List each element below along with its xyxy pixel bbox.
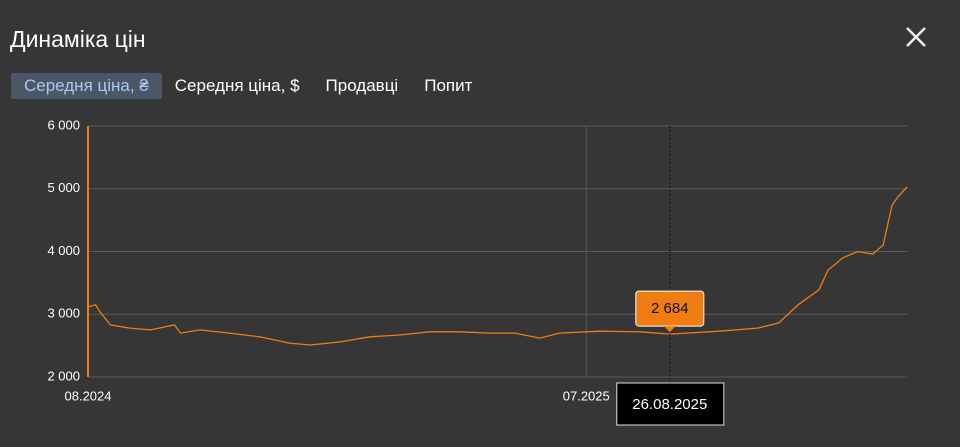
y-tick-label: 5 000 [47, 180, 80, 195]
tab[interactable]: Середня ціна, $ [174, 76, 300, 95]
date-box [616, 382, 725, 426]
x-tick-label: 07.2025 [563, 388, 610, 403]
y-tick-label: 2 000 [47, 368, 80, 383]
tab[interactable]: Середня ціна, ₴ [11, 73, 162, 99]
dialog-title: Динаміка цін [10, 26, 146, 52]
y-tick-label: 4 000 [47, 243, 80, 258]
tab[interactable]: Продавці [325, 76, 399, 95]
tab[interactable]: Попит [424, 76, 473, 95]
y-tick-label: 6 000 [47, 117, 80, 132]
tooltip-pointer [663, 326, 676, 333]
tab-bar: Середня ціна, ₴ Середня ціна, $ Продавці По… [11, 73, 485, 99]
tooltip-date: 26.08.2025 [632, 396, 707, 413]
x-tick-label: 08.2024 [65, 388, 112, 403]
y-tick-label: 3 000 [47, 306, 80, 321]
close-button[interactable] [903, 24, 929, 50]
tooltip-value: 2 684 [651, 300, 689, 317]
price-line [87, 186, 908, 346]
